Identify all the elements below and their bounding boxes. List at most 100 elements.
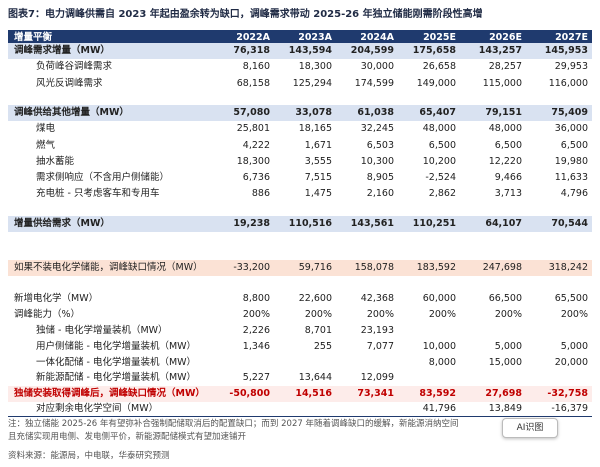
cell: 68,158 bbox=[236, 78, 270, 89]
cell: 42,368 bbox=[360, 293, 394, 304]
cell: 175,658 bbox=[412, 45, 456, 56]
rule bbox=[8, 416, 592, 417]
cell: 200% bbox=[560, 309, 588, 320]
cell: 8,000 bbox=[428, 357, 456, 368]
row-band bbox=[8, 105, 592, 121]
cell: 7,077 bbox=[366, 341, 394, 352]
cell: 8,160 bbox=[242, 61, 270, 72]
cell: 5,000 bbox=[560, 341, 588, 352]
cell: 8,905 bbox=[366, 172, 394, 183]
row-label: 风光反调峰需求 bbox=[36, 78, 103, 89]
cell: 1,671 bbox=[304, 140, 332, 151]
cell: 19,238 bbox=[233, 218, 270, 229]
header-cell: 2027E bbox=[555, 32, 588, 43]
row-band bbox=[8, 260, 592, 276]
cell: 2,226 bbox=[242, 325, 270, 336]
cell: 14,516 bbox=[295, 388, 332, 399]
cell: 200% bbox=[366, 309, 394, 320]
cell: 5,227 bbox=[242, 372, 270, 383]
cell: 204,599 bbox=[350, 45, 394, 56]
row-label: 如果不装电化学储能，调峰缺口情况（MW） bbox=[14, 262, 203, 273]
cell: 76,318 bbox=[233, 45, 270, 56]
row-label: 独储安装取得调峰后，调峰缺口情况（MW） bbox=[14, 388, 205, 399]
cell: 29,953 bbox=[554, 61, 588, 72]
cell: 886 bbox=[251, 188, 270, 199]
row-label: 新增电化学（MW） bbox=[14, 293, 99, 304]
row-label: 独储 - 电化学增量装机（MW） bbox=[36, 325, 168, 336]
cell: 8,701 bbox=[304, 325, 332, 336]
cell: 2,862 bbox=[428, 188, 456, 199]
cell: 174,599 bbox=[354, 78, 394, 89]
row-label: 调峰能力（%） bbox=[14, 309, 81, 320]
cell: 6,500 bbox=[560, 140, 588, 151]
cell: 19,980 bbox=[554, 156, 588, 167]
cell: -33,200 bbox=[233, 262, 270, 273]
cell: 59,716 bbox=[298, 262, 332, 273]
cell: 149,000 bbox=[416, 78, 456, 89]
header-cell: 2023A bbox=[298, 32, 332, 43]
cell: 83,592 bbox=[419, 388, 456, 399]
cell: 8,800 bbox=[242, 293, 270, 304]
cell: 66,500 bbox=[488, 293, 522, 304]
cell: 27,698 bbox=[485, 388, 522, 399]
cell: 60,000 bbox=[422, 293, 456, 304]
cell: 115,000 bbox=[482, 78, 522, 89]
ai-badge[interactable]: AI识图 bbox=[502, 418, 558, 438]
cell: 10,200 bbox=[422, 156, 456, 167]
row-label: 调峰需求增量（MW） bbox=[14, 45, 110, 56]
cell: 200% bbox=[242, 309, 270, 320]
cell: 18,300 bbox=[298, 61, 332, 72]
cell: -50,800 bbox=[229, 388, 270, 399]
row-label: 增量供给需求（MW） bbox=[14, 218, 110, 229]
footnote: 且充储实现用电侧、发电侧平价，新能源配储模式有望加速铺开 bbox=[8, 432, 247, 442]
cell: 23,193 bbox=[360, 325, 394, 336]
cell: 61,038 bbox=[357, 107, 394, 118]
row-band bbox=[8, 386, 592, 402]
cell: 6,500 bbox=[494, 140, 522, 151]
cell: 7,515 bbox=[304, 172, 332, 183]
row-label: 充电桩 - 只考虑客车和专用车 bbox=[36, 188, 160, 199]
cell: 48,000 bbox=[422, 123, 456, 134]
cell: 41,796 bbox=[422, 403, 456, 414]
cell: 247,698 bbox=[482, 262, 522, 273]
cell: 9,466 bbox=[494, 172, 522, 183]
cell: 4,796 bbox=[560, 188, 588, 199]
cell: 318,242 bbox=[548, 262, 588, 273]
cell: 11,633 bbox=[554, 172, 588, 183]
header-cell: 2022A bbox=[236, 32, 270, 43]
cell: 13,849 bbox=[488, 403, 522, 414]
row-label: 对应剩余电化学空间（MW） bbox=[36, 403, 159, 414]
cell: 116,000 bbox=[548, 78, 588, 89]
cell: 65,500 bbox=[554, 293, 588, 304]
row-label: 燃气 bbox=[36, 140, 56, 151]
cell: 13,644 bbox=[298, 372, 332, 383]
cell: 3,713 bbox=[494, 188, 522, 199]
header-cell: 2024A bbox=[360, 32, 394, 43]
cell: 33,078 bbox=[295, 107, 332, 118]
cell: 12,099 bbox=[360, 372, 394, 383]
row-label: 抽水蓄能 bbox=[36, 156, 75, 167]
cell: 36,000 bbox=[554, 123, 588, 134]
cell: 1,346 bbox=[242, 341, 270, 352]
cell: 143,561 bbox=[350, 218, 394, 229]
footnote: 注：独立储能 2025-26 年有望弥补合强制配储取消后的配置缺口；而到 202… bbox=[8, 419, 459, 429]
row-band bbox=[8, 43, 592, 59]
title: 图表7：电力调峰供需自 2023 年起由盈余转为缺口，调峰需求带动 2025-2… bbox=[8, 9, 483, 20]
row-band bbox=[8, 216, 592, 232]
cell: 75,409 bbox=[551, 107, 588, 118]
cell: 158,078 bbox=[354, 262, 394, 273]
cell: -2,524 bbox=[425, 172, 456, 183]
cell: 12,220 bbox=[488, 156, 522, 167]
cell: 57,080 bbox=[233, 107, 270, 118]
row-label: 需求侧响应（不含用户侧储能） bbox=[36, 172, 170, 183]
cell: 6,736 bbox=[242, 172, 270, 183]
header-cell: 增量平衡 bbox=[14, 32, 53, 43]
row-label: 用户侧储能 - 电化学增量装机（MW） bbox=[36, 341, 197, 352]
cell: 22,600 bbox=[298, 293, 332, 304]
cell: 255 bbox=[313, 341, 332, 352]
row-label: 一体化配储 - 电化学增量装机（MW） bbox=[36, 357, 197, 368]
cell: 110,516 bbox=[288, 218, 332, 229]
cell: 1,475 bbox=[304, 188, 332, 199]
row-label: 调峰供给其他增量（MW） bbox=[14, 107, 129, 118]
